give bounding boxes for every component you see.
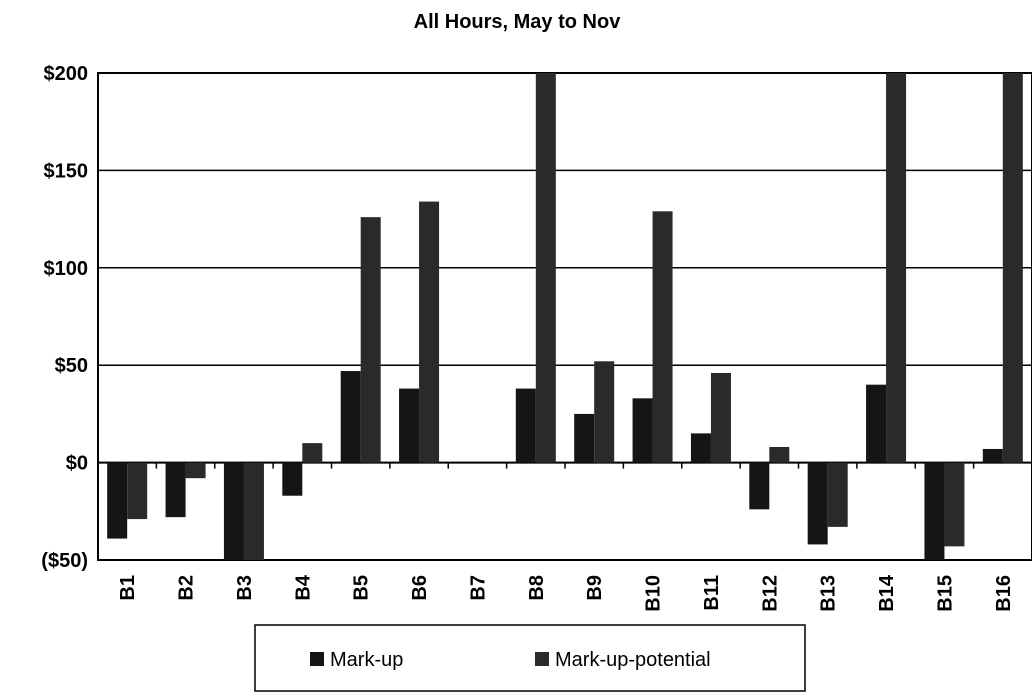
x-tick-label: B10 (643, 575, 665, 612)
bar (944, 462, 965, 547)
bar (866, 384, 887, 463)
x-tick-label: B15 (934, 575, 956, 612)
x-tick-label: B13 (818, 575, 840, 612)
bar (1002, 73, 1023, 463)
x-tick-label: B11 (701, 575, 723, 611)
x-tick-label: B1 (117, 575, 139, 601)
chart-title: All Hours, May to Nov (414, 11, 622, 33)
y-tick-label: $200 (44, 63, 89, 85)
x-tick-label: B7 (467, 575, 489, 601)
bar (886, 73, 907, 463)
bar (710, 372, 731, 463)
x-tick-label: B12 (759, 575, 781, 612)
bar (535, 73, 556, 463)
bar (243, 462, 264, 560)
bar (982, 448, 1003, 463)
y-tick-label: $50 (55, 355, 88, 377)
x-tick-label: B9 (584, 575, 606, 601)
legend-label: Mark-up-potential (555, 649, 711, 671)
y-tick-label: ($50) (41, 550, 88, 572)
bar (185, 462, 206, 479)
x-tick-label: B4 (292, 574, 314, 600)
bar (574, 413, 595, 463)
bar (690, 433, 711, 463)
bar (127, 462, 148, 520)
bar (302, 443, 323, 463)
x-tick-label: B14 (876, 574, 898, 612)
legend-swatch (310, 652, 324, 666)
bar (165, 462, 186, 518)
bar (807, 462, 828, 545)
bar (749, 462, 770, 510)
bar (340, 371, 361, 463)
x-tick-label: B6 (409, 575, 431, 601)
bar (632, 398, 653, 463)
legend-swatch (535, 652, 549, 666)
bar (360, 217, 381, 463)
x-tick-label: B8 (526, 575, 548, 601)
bar (769, 447, 790, 463)
x-tick-label: B3 (234, 575, 256, 601)
bar (223, 462, 244, 560)
x-tick-label: B16 (993, 575, 1015, 612)
legend-box (254, 624, 806, 692)
y-tick-label: $100 (44, 258, 89, 280)
bar (107, 462, 128, 539)
bar (594, 361, 615, 463)
y-tick-label: $150 (44, 160, 89, 182)
bar (515, 388, 536, 463)
bar (652, 211, 673, 463)
bar (399, 388, 420, 463)
x-tick-label: B2 (176, 575, 198, 601)
y-tick-label: $0 (66, 453, 88, 475)
bar (827, 462, 848, 527)
x-tick-label: B5 (351, 575, 373, 601)
legend-label: Mark-up (330, 649, 403, 671)
bar (419, 201, 440, 463)
bar (924, 462, 945, 560)
bar (282, 462, 303, 496)
